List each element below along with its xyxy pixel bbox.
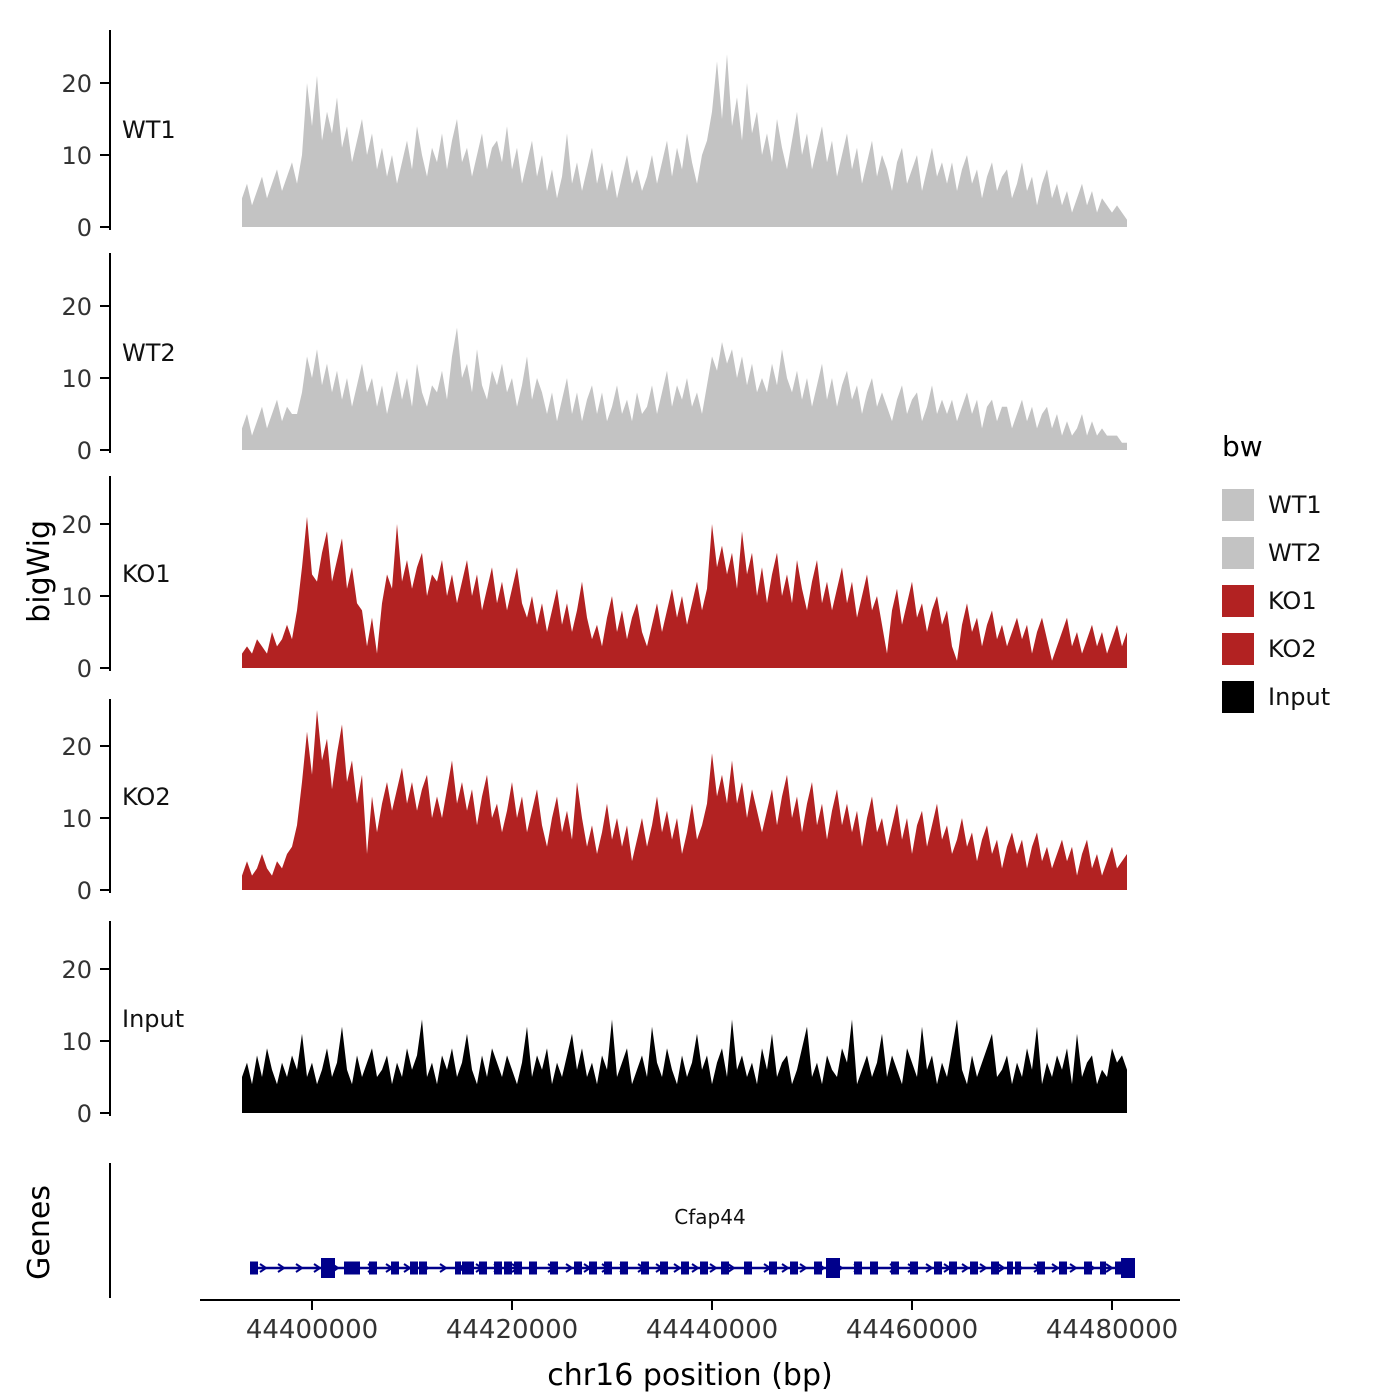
svg-text:20: 20 bbox=[61, 70, 92, 98]
track-label-ko2: KO2 bbox=[122, 783, 171, 811]
legend: bw WT1 WT2 KO1 KO2 Input bbox=[1222, 430, 1330, 721]
svg-text:44460000: 44460000 bbox=[846, 1315, 978, 1345]
legend-item: KO2 bbox=[1222, 625, 1330, 673]
track-label-wt1: WT1 bbox=[122, 116, 176, 144]
legend-swatch-wt2 bbox=[1222, 537, 1254, 569]
svg-text:0: 0 bbox=[77, 437, 92, 465]
svg-text:20: 20 bbox=[61, 733, 92, 761]
svg-text:0: 0 bbox=[77, 1100, 92, 1128]
legend-swatch-ko1 bbox=[1222, 585, 1254, 617]
legend-item: WT2 bbox=[1222, 529, 1330, 577]
track-label-input: Input bbox=[122, 1005, 185, 1033]
legend-title: bw bbox=[1222, 430, 1263, 463]
svg-text:44440000: 44440000 bbox=[646, 1315, 778, 1345]
svg-text:20: 20 bbox=[61, 293, 92, 321]
legend-label: KO2 bbox=[1268, 635, 1317, 663]
legend-swatch-ko2 bbox=[1222, 633, 1254, 665]
legend-label: WT1 bbox=[1268, 491, 1322, 519]
svg-text:10: 10 bbox=[61, 365, 92, 393]
legend-item: WT1 bbox=[1222, 481, 1330, 529]
genes-axis-title: Genes bbox=[22, 1185, 57, 1280]
track-label-wt2: WT2 bbox=[122, 339, 176, 367]
svg-text:10: 10 bbox=[61, 805, 92, 833]
legend-item: Input bbox=[1222, 673, 1330, 721]
y-axis-title: bigWig bbox=[22, 520, 57, 623]
svg-text:44420000: 44420000 bbox=[446, 1315, 578, 1345]
svg-text:44400000: 44400000 bbox=[246, 1315, 378, 1345]
legend-swatch-wt1 bbox=[1222, 489, 1254, 521]
legend-label: KO1 bbox=[1268, 587, 1317, 615]
gene-name-label: Cfap44 bbox=[674, 1205, 746, 1229]
legend-swatch-input bbox=[1222, 681, 1254, 713]
legend-label: WT2 bbox=[1268, 539, 1322, 567]
svg-text:20: 20 bbox=[61, 511, 92, 539]
legend-label: Input bbox=[1268, 683, 1331, 711]
svg-text:10: 10 bbox=[61, 583, 92, 611]
svg-text:44480000: 44480000 bbox=[1046, 1315, 1178, 1345]
svg-text:0: 0 bbox=[77, 877, 92, 905]
track-label-ko1: KO1 bbox=[122, 560, 171, 588]
x-axis-title: chr16 position (bp) bbox=[547, 1358, 833, 1393]
svg-text:10: 10 bbox=[61, 142, 92, 170]
svg-text:0: 0 bbox=[77, 214, 92, 242]
legend-item: KO1 bbox=[1222, 577, 1330, 625]
svg-text:10: 10 bbox=[61, 1028, 92, 1056]
svg-text:0: 0 bbox=[77, 655, 92, 683]
svg-text:20: 20 bbox=[61, 956, 92, 984]
